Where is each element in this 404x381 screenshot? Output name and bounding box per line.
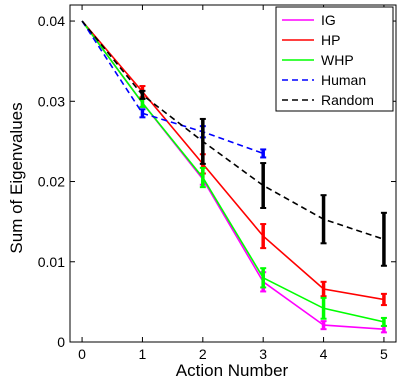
- plot-frame: [69, 4, 397, 343]
- y-tick-label: 0.01: [38, 254, 65, 270]
- x-tick-label: 2: [199, 346, 207, 362]
- x-tick-label: 1: [139, 346, 147, 362]
- error-bar-random: [199, 117, 206, 165]
- legend-label-human: Human: [321, 72, 366, 88]
- y-tick-label: 0: [57, 334, 65, 350]
- error-bar-ig: [320, 320, 327, 331]
- x-tick-label: 4: [320, 346, 328, 362]
- legend-label-whp: WHP: [321, 52, 354, 68]
- x-tick-label: 5: [380, 346, 388, 362]
- error-bar-hp: [320, 280, 327, 298]
- x-tick-label: 0: [78, 346, 86, 362]
- error-bar-human: [139, 108, 146, 119]
- legend-label-ig: IG: [321, 12, 336, 28]
- series-line-whp: [81, 20, 385, 323]
- error-bar-whp: [260, 267, 267, 289]
- error-bar-random: [260, 162, 267, 210]
- x-tick-label: 3: [259, 346, 267, 362]
- error-bar-whp: [380, 316, 387, 327]
- legend-label-random: Random: [321, 92, 374, 108]
- chart-axes: 0 1 2 3 4 5 0 0.01 0.02 0.03 0.04: [38, 4, 397, 362]
- error-bar-whp: [320, 296, 327, 320]
- x-axis-label: Action Number: [176, 361, 289, 380]
- error-bar-random: [320, 194, 327, 245]
- y-tick-label: 0.03: [38, 93, 65, 109]
- error-bar-hp: [260, 223, 267, 250]
- series-line-human: [81, 20, 264, 155]
- error-bar-whp: [199, 166, 206, 189]
- error-bar-random: [139, 89, 146, 100]
- error-bar-random: [380, 211, 387, 267]
- legend: IG HP WHP Human Random: [275, 6, 394, 112]
- error-bar-hp: [380, 292, 387, 307]
- chart-marks: [81, 20, 387, 334]
- legend-label-hp: HP: [321, 32, 340, 48]
- y-axis-label: Sum of Eigenvalues: [7, 102, 26, 253]
- legend-box: [275, 6, 394, 112]
- series-line-hp: [81, 20, 385, 301]
- y-tick-label: 0.04: [38, 13, 65, 29]
- error-bar-human: [260, 148, 267, 159]
- y-tick-label: 0.02: [38, 174, 65, 190]
